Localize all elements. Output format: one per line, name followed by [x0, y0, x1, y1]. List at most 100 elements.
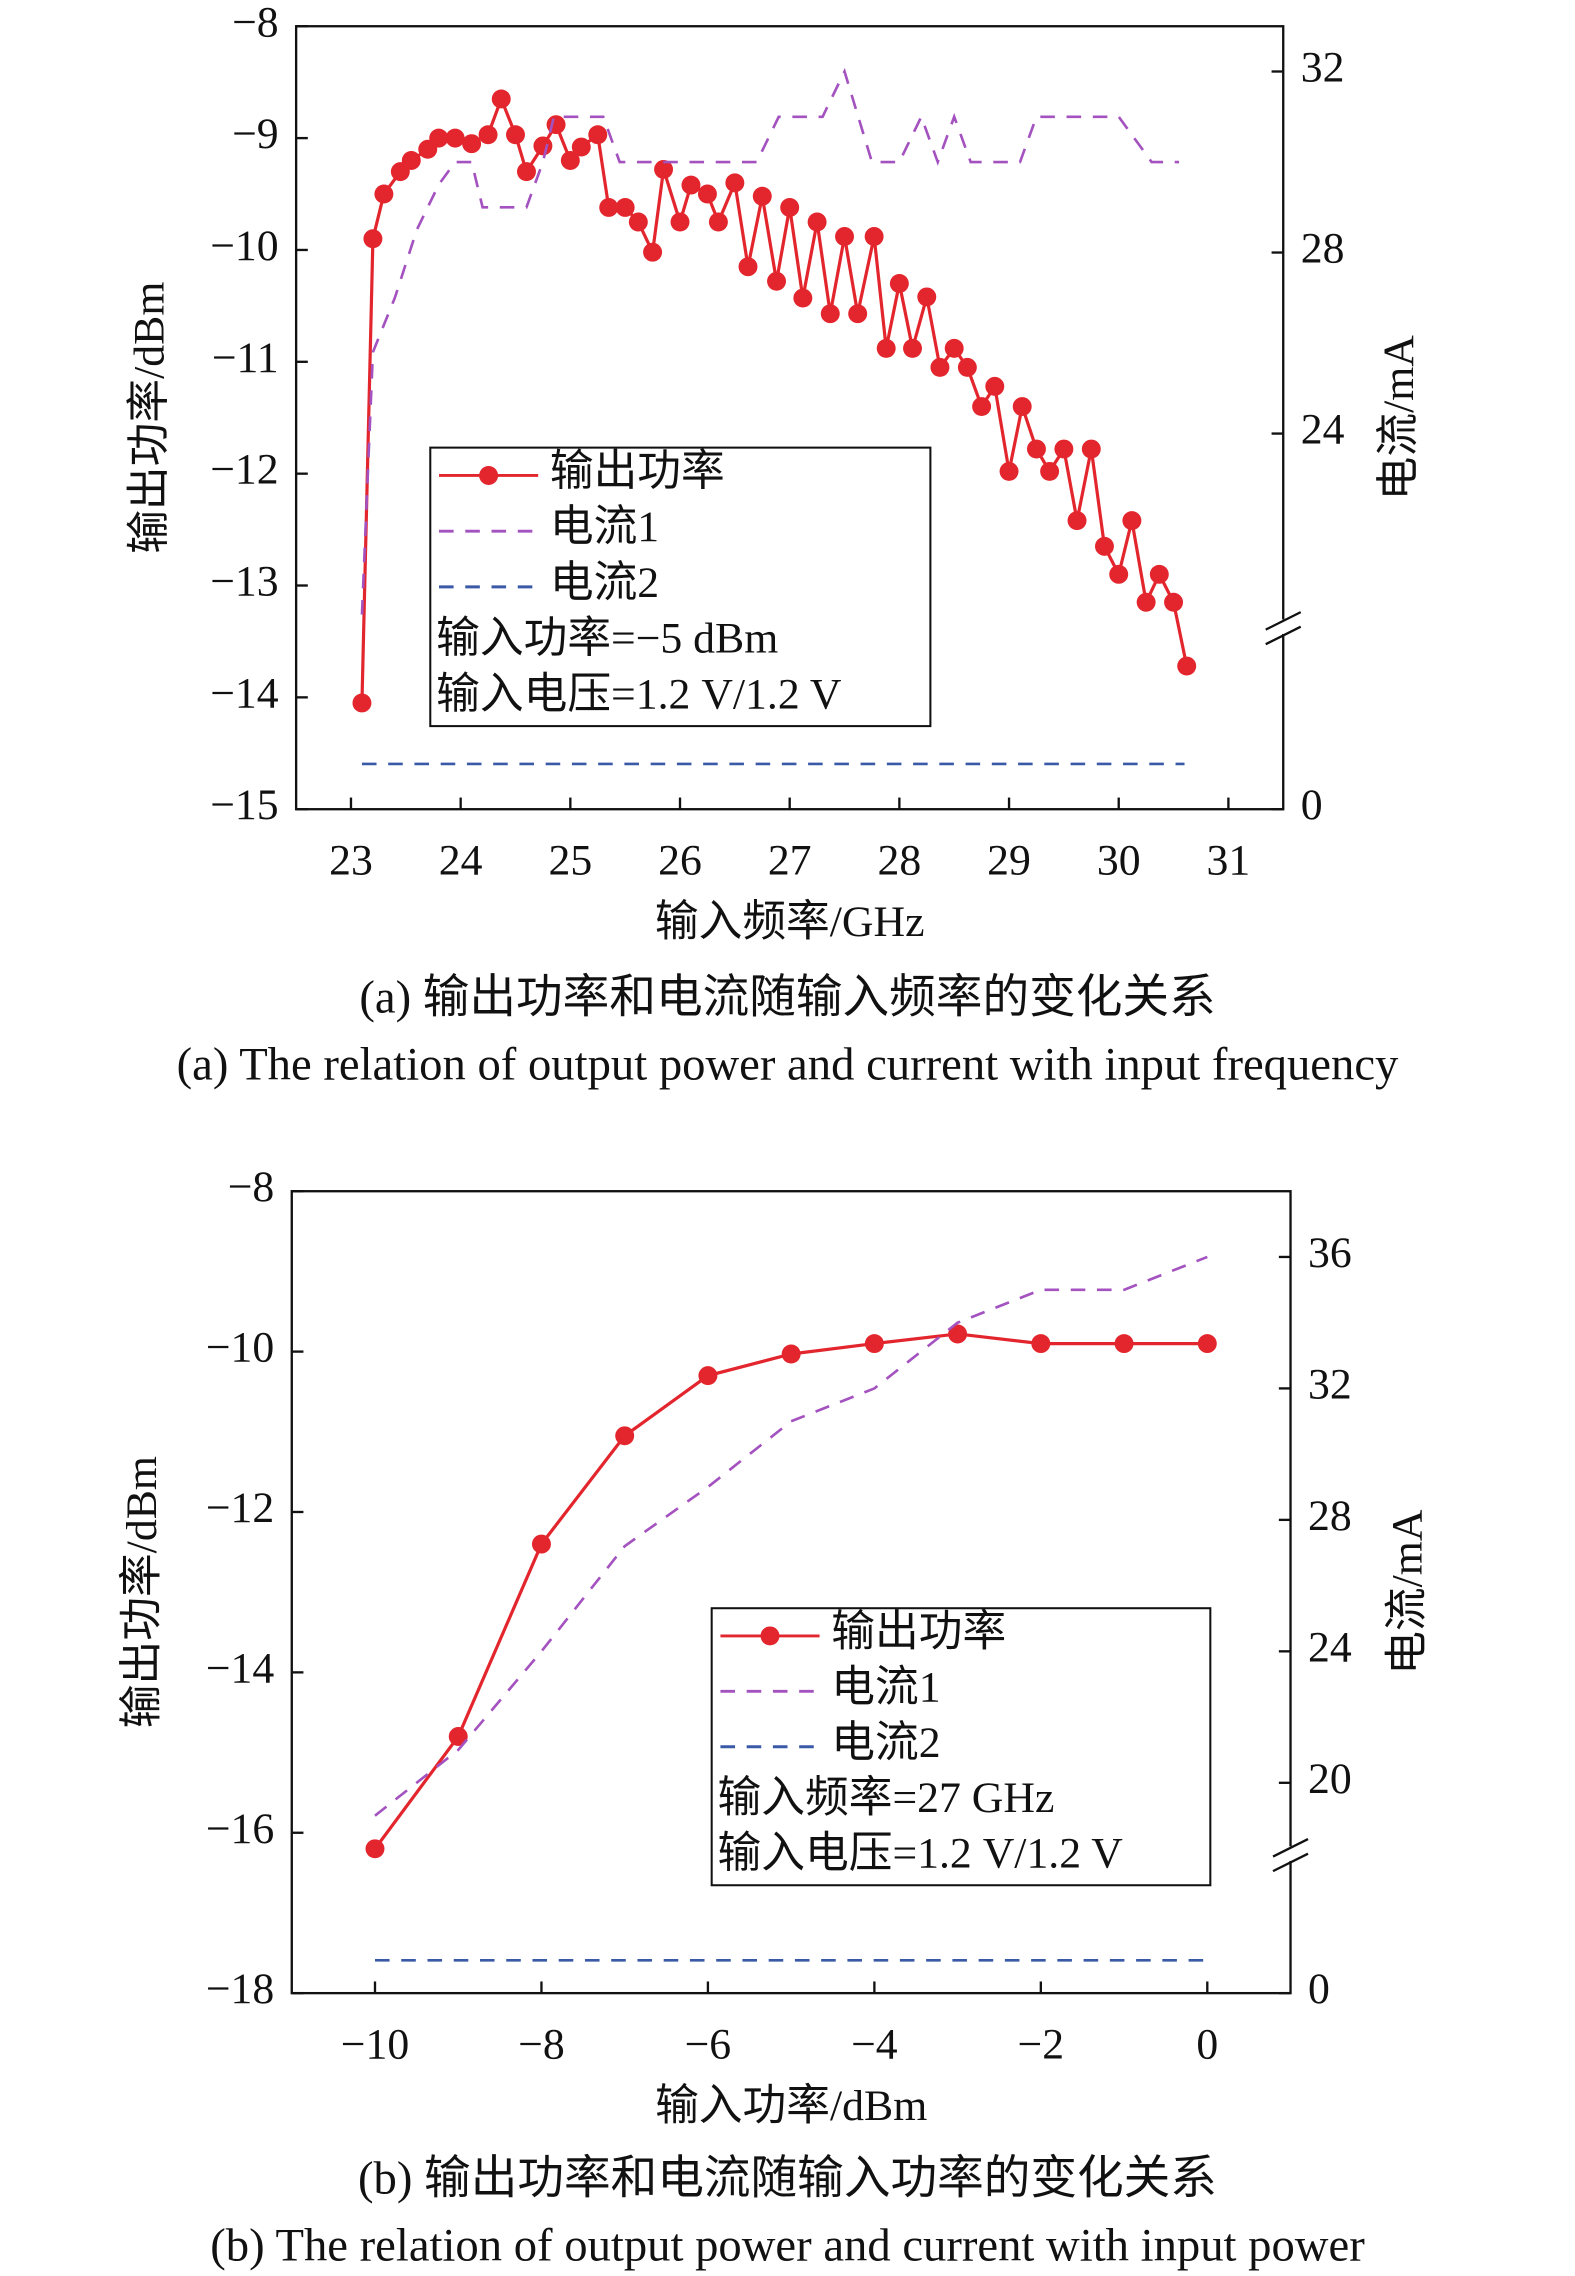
x-tick-label: −6: [685, 2021, 732, 2069]
legend-label: 输出功率: [550, 447, 725, 495]
y-tick-label: −12: [206, 1484, 274, 1532]
data-point: [401, 150, 421, 170]
data-point: [807, 212, 827, 232]
y2-axis-label: 电流/mA: [1375, 335, 1423, 501]
data-point: [1012, 397, 1032, 417]
annotation: 输入频率=27 GHz: [718, 1774, 1055, 1822]
legend-box: [429, 446, 932, 728]
y-tick-label: −14: [206, 1644, 275, 1692]
data-point: [531, 1534, 551, 1554]
x-tick-label: 26: [658, 837, 702, 885]
y-tick-label: −12: [210, 446, 278, 494]
data-point: [1177, 656, 1197, 676]
axis-break: [1265, 625, 1302, 646]
data-point: [571, 137, 591, 157]
data-point: [999, 461, 1019, 481]
axis-break: [1272, 1838, 1309, 1858]
legend-label: 电流1: [831, 1663, 940, 1711]
data-point: [848, 304, 868, 324]
y-tick-label: −10: [206, 1324, 274, 1372]
y-tick-label: −10: [210, 222, 278, 270]
legend-label: 电流2: [831, 1719, 940, 1767]
data-point: [917, 287, 937, 307]
data-point: [944, 338, 964, 358]
y2-tick-label: 28: [1301, 225, 1345, 273]
y-tick-label: −8: [228, 1163, 275, 1211]
data-point: [506, 125, 525, 145]
data-point: [670, 212, 690, 232]
legend-box: [710, 1607, 1212, 1887]
data-point: [1081, 439, 1101, 459]
data-point: [374, 184, 394, 204]
annotation: 输入电压=1.2 V/1.2 V: [436, 670, 842, 718]
data-point: [864, 1334, 884, 1354]
caption-en: (b) The relation of output power and cur…: [210, 2219, 1365, 2271]
data-point: [588, 125, 608, 145]
data-point: [930, 357, 950, 377]
data-point: [698, 1366, 718, 1386]
x-tick-label: −2: [1018, 2021, 1065, 2069]
data-point: [628, 212, 648, 232]
data-point: [615, 197, 635, 217]
data-point: [948, 1324, 968, 1344]
data-point: [835, 227, 855, 247]
data-point: [985, 376, 1005, 396]
x-tick-label: 30: [1097, 837, 1141, 885]
data-point: [1094, 536, 1114, 556]
data-point: [363, 229, 383, 249]
x-axis-label: 输入频率/GHz: [655, 898, 925, 946]
x-tick-label: 25: [548, 837, 592, 885]
y2-tick-label: 0: [1301, 781, 1323, 829]
data-point: [1164, 592, 1184, 612]
y-tick-label: −9: [232, 110, 279, 158]
y2-tick-label: 32: [1301, 44, 1345, 92]
data-point: [681, 175, 701, 195]
data-point: [793, 288, 813, 308]
data-point: [1136, 592, 1156, 612]
data-point: [1054, 439, 1074, 459]
data-point: [1122, 511, 1142, 531]
data-point: [697, 184, 717, 204]
data-point: [752, 186, 772, 206]
caption-en: (a) The relation of output power and cur…: [177, 1038, 1399, 1090]
x-tick-label: −4: [851, 2021, 898, 2069]
data-point: [1040, 461, 1060, 481]
y-tick-label: −13: [210, 558, 278, 606]
data-point: [516, 162, 536, 182]
legend-label: 电流1: [550, 503, 659, 551]
legend-marker: [479, 465, 499, 485]
data-point: [738, 257, 758, 277]
y-tick-label: −16: [206, 1805, 274, 1853]
data-point: [1031, 1334, 1051, 1354]
y2-tick-label: 36: [1308, 1229, 1352, 1277]
data-point: [767, 271, 787, 291]
y2-tick-label: 32: [1308, 1360, 1352, 1408]
data-point: [429, 128, 449, 148]
legend-label: 电流2: [550, 559, 659, 607]
data-point: [1109, 564, 1129, 584]
data-point: [445, 128, 465, 148]
data-point: [615, 1426, 635, 1446]
legend-marker: [760, 1626, 780, 1646]
y-axis-label: 输出功率/dBm: [125, 282, 173, 554]
data-point: [889, 274, 909, 293]
y2-axis-label: 电流/mA: [1384, 1509, 1432, 1675]
data-point: [654, 159, 674, 179]
x-tick-label: 23: [329, 837, 373, 885]
data-point: [1114, 1334, 1134, 1354]
data-point: [725, 173, 745, 193]
data-point: [903, 338, 923, 358]
data-point: [780, 197, 800, 217]
data-point: [1197, 1334, 1217, 1354]
x-tick-label: 24: [439, 837, 483, 885]
data-point: [478, 125, 498, 145]
y-tick-label: −18: [206, 1965, 274, 2013]
y-tick-label: −14: [210, 669, 279, 717]
data-point: [781, 1344, 801, 1364]
x-axis-label: 输入功率/dBm: [655, 2082, 927, 2130]
y-tick-label: −8: [232, 0, 279, 46]
x-tick-label: 27: [768, 837, 812, 885]
y2-tick-label: 24: [1308, 1623, 1352, 1671]
series-line: [374, 1255, 1208, 1817]
